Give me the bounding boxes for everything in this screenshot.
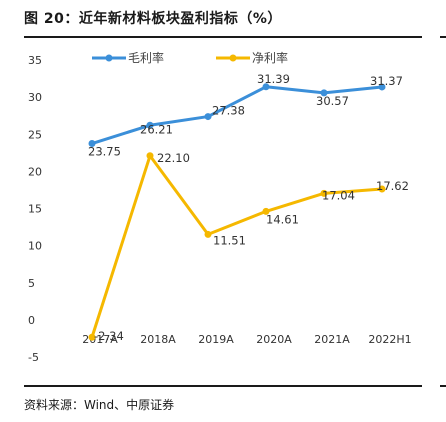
- data-label-净利率: -2.34: [94, 329, 124, 343]
- y-tick-label: 15: [28, 203, 42, 216]
- data-label-净利率: 14.61: [266, 212, 299, 226]
- source-rule-end-mark: [440, 385, 446, 387]
- y-tick-label: -5: [28, 351, 39, 364]
- data-point-净利率: [378, 185, 386, 193]
- data-label-毛利率: 26.21: [140, 122, 173, 136]
- data-point-毛利率: [146, 121, 154, 129]
- x-tick-label: 2018A: [140, 333, 176, 346]
- data-point-毛利率: [88, 140, 96, 148]
- legend-marker-毛利率: [105, 54, 113, 62]
- x-tick-label: 2022H1: [368, 333, 411, 346]
- data-point-毛利率: [378, 83, 386, 91]
- data-label-净利率: 17.62: [376, 179, 409, 193]
- y-tick-label: 30: [28, 91, 42, 104]
- y-tick-label: 0: [28, 314, 35, 327]
- x-tick-label: 2021A: [314, 333, 350, 346]
- legend-label-净利率: 净利率: [252, 50, 288, 65]
- data-label-毛利率: 27.38: [212, 104, 245, 118]
- title-rule: [24, 36, 422, 38]
- data-label-毛利率: 31.39: [257, 72, 290, 86]
- data-label-净利率: 22.10: [157, 151, 190, 165]
- source-note: 资料来源：Wind、中原证券: [24, 398, 175, 412]
- source-rule: [24, 385, 422, 387]
- data-point-净利率: [204, 230, 212, 238]
- y-tick-label: 35: [28, 54, 42, 67]
- data-label-净利率: 17.04: [322, 188, 355, 202]
- y-tick-label: 20: [28, 165, 42, 178]
- data-label-毛利率: 31.37: [370, 74, 403, 88]
- series-line-净利率: [90, 154, 384, 339]
- data-point-毛利率: [262, 83, 270, 91]
- legend-label-毛利率: 毛利率: [128, 50, 164, 65]
- y-tick-label: 25: [28, 128, 42, 141]
- data-point-净利率: [146, 152, 154, 160]
- data-label-毛利率: 30.57: [316, 94, 349, 108]
- data-point-净利率: [320, 189, 328, 197]
- data-point-净利率: [88, 333, 96, 341]
- data-point-净利率: [262, 207, 270, 215]
- x-tick-label: 2019A: [198, 333, 234, 346]
- y-tick-label: 10: [28, 240, 42, 253]
- data-label-净利率: 11.51: [213, 233, 246, 247]
- data-point-毛利率: [320, 89, 328, 97]
- data-point-毛利率: [204, 113, 212, 121]
- data-label-毛利率: 23.75: [88, 145, 121, 159]
- chart-title: 图 20：近年新材料板块盈利指标（%）: [24, 11, 282, 27]
- title-rule-end-mark: [440, 36, 446, 38]
- x-tick-label: 2020A: [256, 333, 292, 346]
- series-line-毛利率: [90, 85, 384, 146]
- y-tick-label: 5: [28, 277, 35, 290]
- legend-marker-净利率: [229, 54, 237, 62]
